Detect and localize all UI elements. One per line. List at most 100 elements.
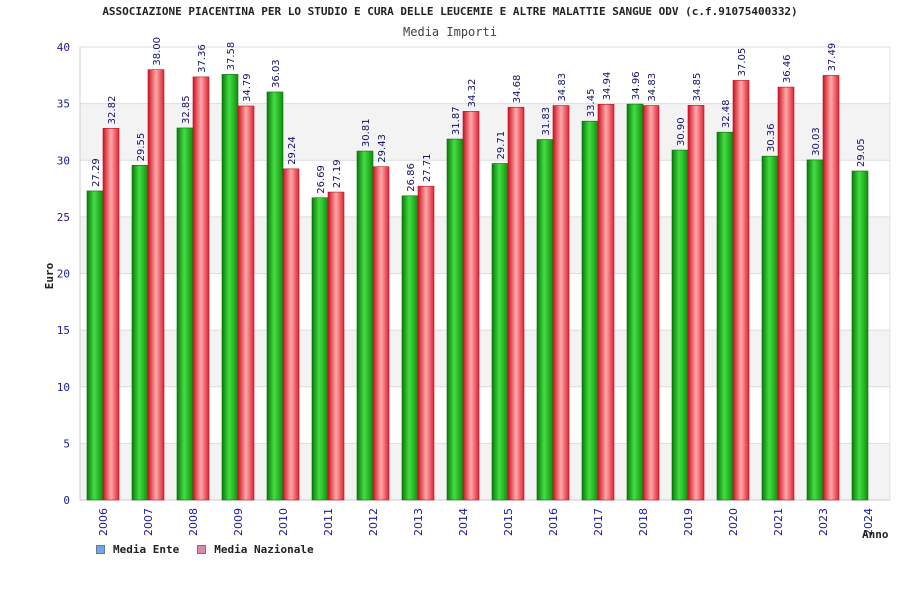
data-label: 29.71 bbox=[496, 131, 507, 160]
bar-media-nazionale bbox=[147, 69, 165, 501]
y-tick-label: 0 bbox=[63, 494, 70, 507]
data-label: 34.32 bbox=[467, 79, 478, 108]
legend-label-media-nazionale: Media Nazionale bbox=[214, 543, 314, 556]
bar-media-ente bbox=[176, 127, 194, 501]
x-tick-label: 2009 bbox=[232, 508, 245, 536]
x-tick-label: 2023 bbox=[817, 508, 830, 536]
bar-media-nazionale bbox=[687, 105, 705, 501]
x-tick-label: 2012 bbox=[367, 508, 380, 536]
bar-media-nazionale bbox=[327, 191, 345, 501]
x-tick-label: 2007 bbox=[142, 508, 155, 536]
bar-media-nazionale bbox=[777, 86, 795, 501]
data-label: 34.96 bbox=[631, 71, 642, 100]
x-tick-label: 2016 bbox=[547, 508, 560, 536]
data-label: 30.90 bbox=[676, 117, 687, 146]
x-tick-label: 2006 bbox=[97, 508, 110, 536]
x-tick-label: 2017 bbox=[592, 508, 605, 536]
data-label: 37.05 bbox=[737, 48, 748, 77]
data-label: 34.83 bbox=[647, 73, 658, 102]
y-tick-label: 25 bbox=[57, 211, 70, 224]
plot-band bbox=[80, 443, 890, 500]
y-tick-label: 40 bbox=[57, 41, 70, 54]
x-tick-label: 2013 bbox=[412, 508, 425, 536]
data-label: 37.36 bbox=[197, 44, 208, 73]
x-tick-label: 2015 bbox=[502, 508, 515, 536]
plot-band bbox=[80, 47, 890, 104]
bar-media-ente bbox=[536, 139, 554, 501]
legend-item-media-nazionale: Media Nazionale bbox=[197, 543, 314, 556]
plot-band bbox=[80, 330, 890, 387]
data-label: 30.36 bbox=[766, 124, 777, 153]
bar-media-nazionale bbox=[462, 111, 480, 501]
data-label: 29.55 bbox=[136, 133, 147, 162]
bar-media-ente bbox=[851, 170, 869, 501]
data-label: 26.69 bbox=[316, 165, 327, 194]
data-label: 27.29 bbox=[91, 158, 102, 187]
data-label: 30.81 bbox=[361, 118, 372, 147]
legend-swatch-media-ente bbox=[96, 545, 105, 554]
data-label: 36.46 bbox=[782, 54, 793, 83]
x-tick-label: 2008 bbox=[187, 508, 200, 536]
data-label: 31.87 bbox=[451, 106, 462, 135]
data-label: 34.94 bbox=[602, 72, 613, 101]
plot-band bbox=[80, 160, 890, 217]
y-tick-label: 30 bbox=[57, 154, 70, 167]
bar-media-nazionale bbox=[822, 75, 840, 501]
bar-media-ente bbox=[671, 149, 689, 501]
plot-band bbox=[80, 386, 890, 444]
chart-title: ASSOCIAZIONE PIACENTINA PER LO STUDIO E … bbox=[102, 5, 798, 18]
x-tick-label: 2024 bbox=[862, 508, 875, 536]
data-label: 32.82 bbox=[107, 96, 118, 125]
y-tick-label: 10 bbox=[57, 381, 70, 394]
data-label: 32.48 bbox=[721, 100, 732, 129]
data-label: 29.05 bbox=[856, 138, 867, 167]
data-label: 26.86 bbox=[406, 163, 417, 192]
bar-media-ente bbox=[491, 163, 509, 501]
y-tick-label: 20 bbox=[57, 268, 70, 281]
data-label: 34.85 bbox=[692, 73, 703, 102]
x-tick-label: 2020 bbox=[727, 508, 740, 536]
data-label: 27.71 bbox=[422, 154, 433, 183]
data-label: 29.24 bbox=[287, 136, 298, 165]
y-axis-label: Euro bbox=[43, 262, 56, 289]
x-tick-label: 2018 bbox=[637, 508, 650, 536]
bar-media-nazionale bbox=[642, 105, 660, 501]
bar-media-ente bbox=[806, 159, 824, 501]
bar-media-ente bbox=[311, 197, 329, 501]
legend-label-media-ente: Media Ente bbox=[113, 543, 180, 556]
y-tick-label: 35 bbox=[57, 98, 70, 111]
bar-media-ente bbox=[581, 120, 599, 501]
bar-media-ente bbox=[761, 155, 779, 501]
x-tick-label: 2021 bbox=[772, 508, 785, 536]
bar-media-ente bbox=[86, 190, 104, 501]
bar-media-nazionale bbox=[507, 106, 525, 501]
data-label: 36.03 bbox=[271, 59, 282, 88]
data-label: 34.79 bbox=[242, 73, 253, 102]
data-label: 29.43 bbox=[377, 134, 388, 163]
x-tick-label: 2011 bbox=[322, 508, 335, 536]
bar-media-ente bbox=[716, 131, 734, 501]
data-label: 32.85 bbox=[181, 95, 192, 124]
bar-media-nazionale bbox=[102, 128, 120, 501]
x-axis-label: Anno bbox=[862, 528, 889, 541]
data-label: 33.45 bbox=[586, 89, 597, 118]
chart-subtitle: Media Importi bbox=[403, 25, 497, 39]
data-label: 27.19 bbox=[332, 159, 343, 188]
data-label: 34.68 bbox=[512, 75, 523, 104]
y-tick-label: 5 bbox=[63, 437, 70, 450]
data-label: 37.49 bbox=[827, 43, 838, 72]
bar-media-ente bbox=[131, 165, 149, 501]
bar-media-nazionale bbox=[597, 104, 615, 501]
x-tick-label: 2010 bbox=[277, 508, 290, 536]
bar-media-ente bbox=[266, 91, 284, 501]
legend-swatch-media-nazionale bbox=[197, 545, 207, 554]
y-tick-label: 15 bbox=[57, 324, 70, 337]
bar-media-ente bbox=[626, 103, 644, 501]
bar-media-nazionale bbox=[237, 105, 255, 501]
bar-media-nazionale bbox=[732, 80, 750, 501]
bar-media-ente bbox=[401, 195, 419, 501]
legend-item-media-ente: Media Ente bbox=[96, 543, 179, 556]
bar-media-ente bbox=[221, 74, 239, 501]
bar-media-ente bbox=[446, 138, 464, 501]
